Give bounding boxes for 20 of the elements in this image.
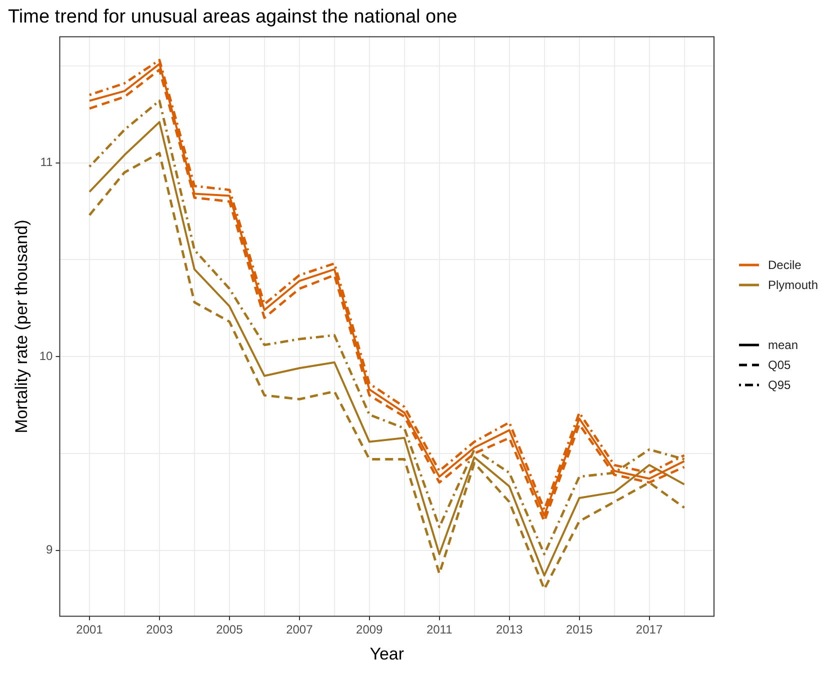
- legend-label: Plymouth: [768, 278, 818, 292]
- x-tick-label: 2007: [286, 622, 314, 637]
- x-tick-label: 2015: [566, 622, 593, 637]
- x-axis-title: Year: [370, 644, 404, 664]
- y-tick-label: 9: [46, 542, 54, 557]
- x-tick-label: 2005: [216, 622, 244, 637]
- y-axis-title: Mortality rate (per thousand): [12, 220, 31, 434]
- y-tick-label: 10: [39, 348, 54, 363]
- y-tick-label: 11: [40, 155, 54, 170]
- legend-label: Decile: [768, 258, 802, 272]
- text: mean: [768, 338, 798, 352]
- text: Q05: [768, 358, 791, 372]
- x-tick-label: 2001: [76, 622, 104, 637]
- x-tick-label: 2017: [636, 622, 663, 637]
- x-tick-label: 2009: [356, 622, 384, 637]
- text: Q95: [768, 378, 791, 392]
- chart-title: Time trend for unusual areas against the national one: [8, 6, 458, 28]
- x-tick-label: 2011: [426, 622, 453, 637]
- x-tick-label: 2003: [146, 622, 174, 637]
- x-tick-label: 2013: [496, 622, 523, 637]
